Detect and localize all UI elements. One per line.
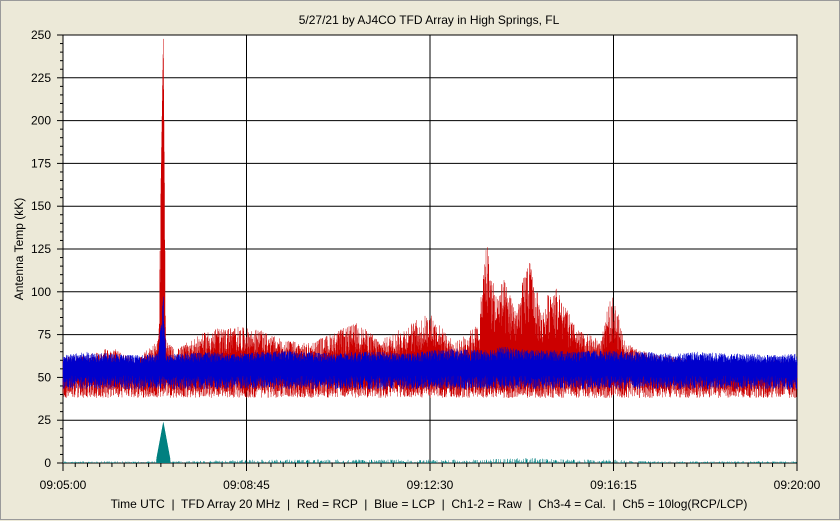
series-layer	[62, 38, 798, 463]
x-axis: 09:05:00 09:08:45 09:12:30 09:16:15 09:20:00	[40, 463, 821, 492]
y-axis-label: Antenna Temp (kK)	[12, 198, 26, 301]
y-tick-label: 175	[31, 156, 51, 170]
y-tick-label: 150	[31, 199, 51, 213]
y-tick-label: 75	[38, 328, 52, 342]
series-lcp	[62, 296, 798, 390]
y-tick-label: 50	[38, 370, 52, 384]
chart-title: 5/27/21 by AJ4CO TFD Array in High Sprin…	[299, 13, 560, 27]
y-tick-label: 100	[31, 285, 51, 299]
x-tick-label: 09:08:45	[223, 478, 270, 492]
x-tick-label: 09:20:00	[774, 478, 821, 492]
series-trace-lcp	[62, 296, 798, 390]
series-ch5	[63, 422, 797, 463]
y-tick-label: 250	[31, 28, 51, 42]
x-axis-label: Time UTC | TFD Array 20 MHz | Red = RCP …	[111, 497, 748, 511]
y-tick-label: 200	[31, 114, 51, 128]
y-tick-label: 25	[38, 413, 52, 427]
x-tick-label: 09:05:00	[40, 478, 87, 492]
y-tick-label: 225	[31, 71, 51, 85]
y-tick-label: 125	[31, 242, 51, 256]
series-trace-ch5	[63, 422, 797, 463]
x-tick-label: 09:12:30	[407, 478, 454, 492]
x-tick-label: 09:16:15	[590, 478, 637, 492]
y-tick-label: 0	[44, 456, 51, 470]
y-axis: 0 25 50 75 100 125 150 175 200 225 250	[31, 28, 63, 470]
